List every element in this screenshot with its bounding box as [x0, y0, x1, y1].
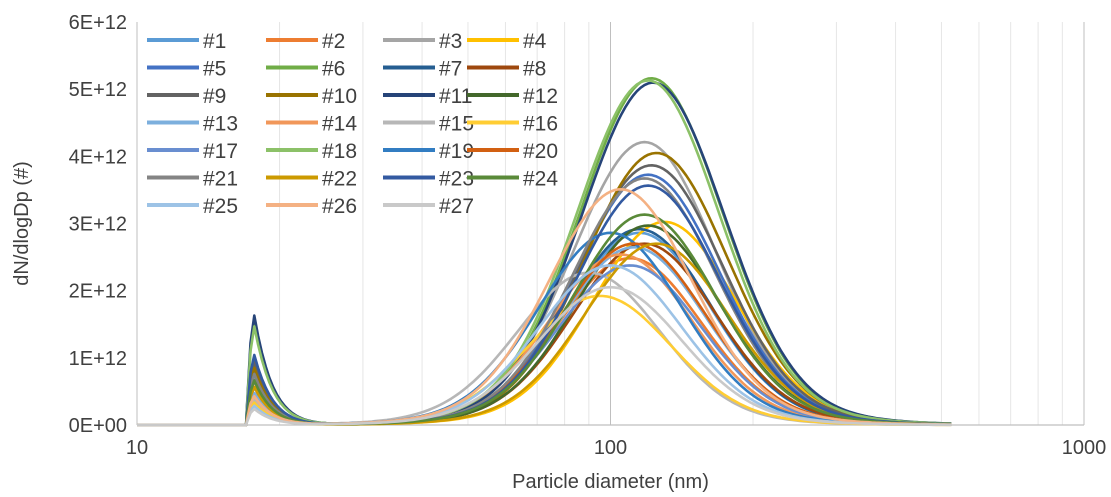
legend-label: #22 — [322, 168, 357, 191]
legend-label: #24 — [523, 168, 558, 191]
legend-label: #26 — [322, 195, 357, 218]
legend-label: #14 — [322, 113, 357, 136]
y-tick-label: 4E+12 — [69, 146, 127, 168]
legend-label: #2 — [322, 30, 345, 53]
y-tick-label: 2E+12 — [69, 281, 127, 303]
x-axis-title: Particle diameter (nm) — [512, 471, 709, 493]
legend-label: #9 — [203, 85, 226, 108]
legend-label: #6 — [322, 58, 345, 81]
legend-label: #10 — [322, 85, 357, 108]
legend-label: #8 — [523, 58, 546, 81]
y-tick-label: 6E+12 — [69, 12, 127, 34]
legend-label: #4 — [523, 30, 547, 53]
legend-label: #13 — [203, 113, 238, 136]
legend-label: #21 — [203, 168, 238, 191]
legend-label: #17 — [203, 140, 238, 163]
legend-label: #7 — [439, 58, 462, 81]
x-tick-label: 100 — [594, 437, 627, 459]
y-tick-label: 3E+12 — [69, 214, 127, 236]
y-tick-label: 5E+12 — [69, 79, 127, 101]
legend-label: #3 — [439, 30, 462, 53]
legend-label: #5 — [203, 58, 226, 81]
legend-label: #16 — [523, 113, 558, 136]
legend-label: #18 — [322, 140, 357, 163]
legend-label: #12 — [523, 85, 558, 108]
gridlines — [137, 22, 1084, 425]
legend-label: #20 — [523, 140, 558, 163]
legend-label: #1 — [203, 30, 226, 53]
y-tick-label: 1E+12 — [69, 348, 127, 370]
x-tick-label: 10 — [126, 437, 148, 459]
y-tick-label: 0E+00 — [69, 415, 127, 437]
legend: #1 #2 #3 #4#5 #6 #7 #8#9 #10 #11 #12#13 #14 #15 #16#… — [147, 30, 558, 218]
legend-label: #25 — [203, 195, 238, 218]
y-axis-title: dN/dlogDp (#) — [11, 161, 33, 286]
legend-label: #27 — [439, 195, 474, 218]
x-tick-label: 1000 — [1062, 437, 1107, 459]
